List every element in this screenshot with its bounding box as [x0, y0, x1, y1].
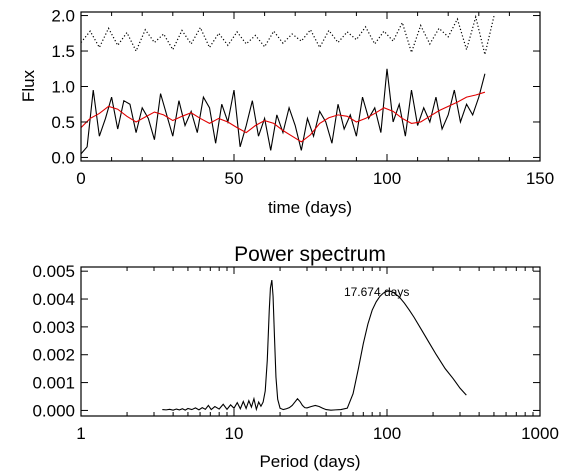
power-ticks: 1 10 100 1000 0.000 0.001 0.002 0.003 0.004 0.005	[32, 262, 558, 443]
flux-x-tick-label: 0	[76, 169, 85, 188]
power-axes-frame	[80, 266, 541, 417]
flux-y-axis-title: Flux	[19, 69, 38, 102]
flux-y-tick-label: 1.5	[51, 42, 75, 61]
power-spectrum-title: Power spectrum	[234, 243, 386, 266]
power-x-axis-title: Period (days)	[259, 452, 360, 471]
power-annotation: 17.674 days	[344, 285, 409, 299]
power-y-tick-label: 0.005	[32, 262, 75, 281]
flux-x-tick-label: 100	[373, 169, 401, 188]
power-x-tick-label: 1000	[521, 424, 559, 443]
power-series-line-0	[162, 279, 467, 412]
flux-x-axis-title: time (days)	[268, 198, 352, 217]
power-x-tick-label: 10	[225, 424, 244, 443]
flux-y-tick-label: 2.0	[51, 7, 75, 26]
power-y-tick-label: 0.001	[32, 374, 75, 393]
power-spectrum-panel: Power spectrum 1 10 100 1000 0.000 0.001 0.002…	[32, 243, 558, 471]
power-y-tick-label: 0.000	[32, 401, 75, 420]
flux-series-line-1	[80, 68, 486, 155]
power-series-group	[162, 279, 467, 412]
flux-panel: 0 50 100 150 0.0 0.5 1.0 1.5 2.0 time (days) Flu…	[19, 7, 554, 217]
power-y-tick-label: 0.002	[32, 346, 75, 365]
flux-series-group	[80, 14, 495, 155]
flux-y-tick-label: 0.5	[51, 113, 75, 132]
flux-x-tick-label: 50	[225, 169, 244, 188]
flux-y-tick-label: 0.0	[51, 148, 75, 167]
power-y-tick-label: 0.004	[32, 290, 75, 309]
flux-x-tick-label: 150	[526, 169, 554, 188]
power-x-tick-label: 1	[76, 424, 85, 443]
power-annotations: 17.674 days	[344, 285, 409, 299]
flux-series-line-2	[80, 91, 486, 143]
flux-ticks: 0 50 100 150 0.0 0.5 1.0 1.5 2.0	[51, 7, 554, 188]
power-y-tick-label: 0.003	[32, 318, 75, 337]
flux-series-line-0	[80, 14, 495, 55]
power-x-tick-label: 100	[373, 424, 401, 443]
flux-y-tick-label: 1.0	[51, 78, 75, 97]
